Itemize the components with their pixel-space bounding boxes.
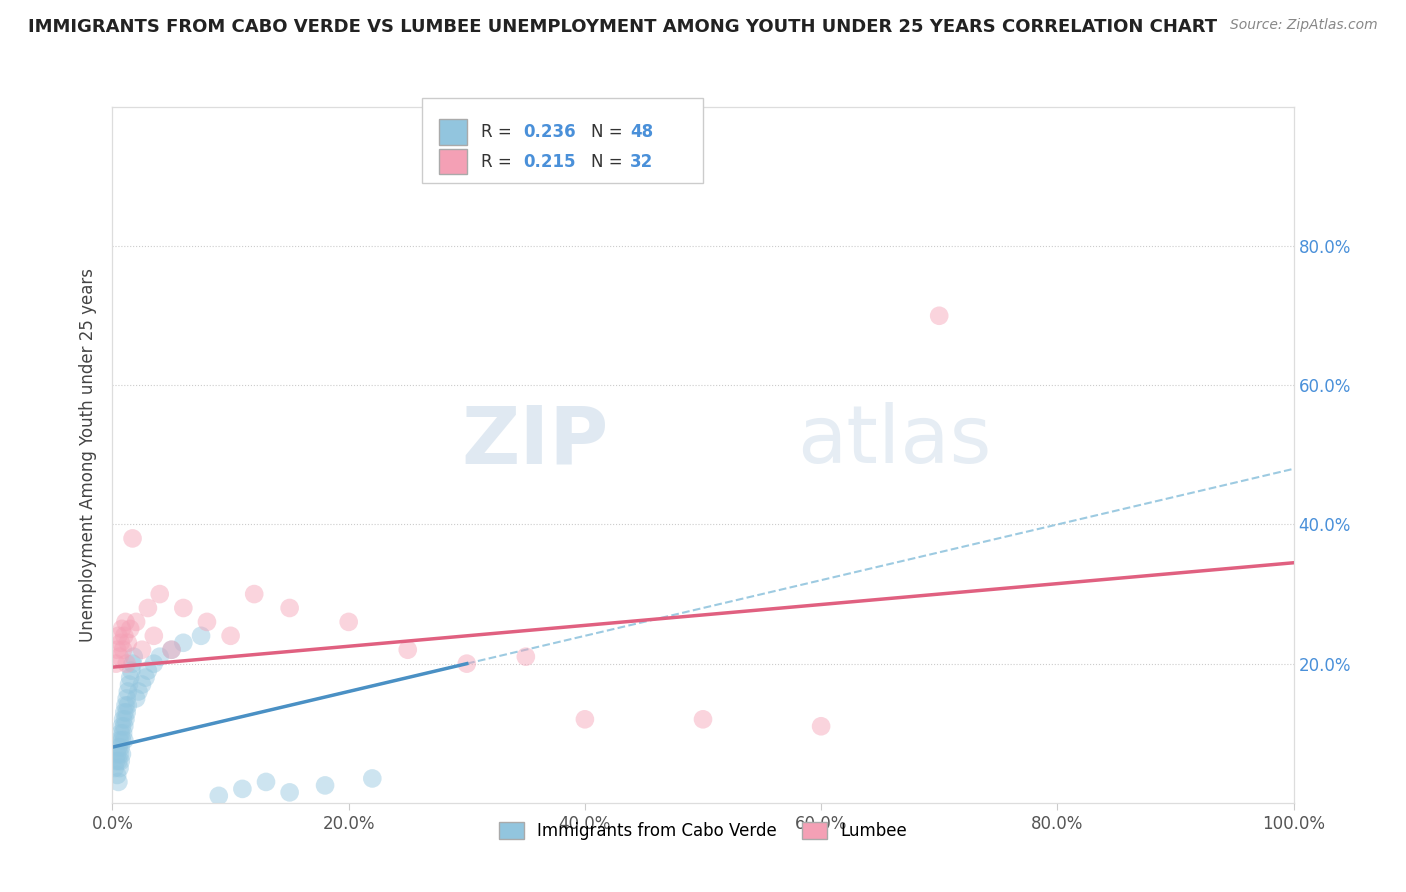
Text: R =: R = [481, 153, 522, 170]
Point [219, 629, 242, 643]
Point [115, 657, 138, 671]
Text: 48: 48 [630, 123, 652, 141]
Point [208, 789, 231, 803]
Text: R =: R = [481, 123, 522, 141]
Point [112, 719, 135, 733]
Point [104, 761, 127, 775]
Text: Source: ZipAtlas.com: Source: ZipAtlas.com [1230, 18, 1378, 32]
Point [231, 781, 253, 796]
Point [107, 775, 129, 789]
Point [396, 642, 419, 657]
Point [254, 775, 277, 789]
Text: 0.215: 0.215 [523, 153, 575, 170]
Point [574, 712, 596, 726]
Point [131, 677, 153, 691]
Point [190, 629, 212, 643]
FancyBboxPatch shape [439, 149, 467, 175]
Point [243, 587, 266, 601]
Point [337, 615, 360, 629]
Point [118, 677, 141, 691]
Point [112, 629, 135, 643]
Point [105, 747, 128, 761]
Point [122, 649, 145, 664]
Point [361, 772, 384, 786]
Point [692, 712, 714, 726]
Point [117, 684, 139, 698]
Point [105, 657, 128, 671]
Text: 0.236: 0.236 [523, 123, 575, 141]
Point [127, 684, 149, 698]
Point [111, 719, 134, 733]
Point [105, 754, 128, 768]
Text: N =: N = [591, 153, 627, 170]
Point [120, 622, 142, 636]
Point [110, 726, 132, 740]
Point [108, 747, 131, 761]
Point [111, 733, 134, 747]
FancyBboxPatch shape [439, 120, 467, 145]
Point [112, 726, 135, 740]
Point [110, 740, 132, 755]
Point [112, 706, 135, 720]
Point [121, 657, 143, 671]
Text: 32: 32 [630, 153, 654, 170]
Point [195, 615, 218, 629]
Point [142, 629, 165, 643]
Point [172, 601, 194, 615]
Point [108, 649, 131, 664]
Point [810, 719, 832, 733]
Point [160, 642, 183, 657]
Point [125, 615, 148, 629]
Point [112, 642, 135, 657]
Point [115, 706, 138, 720]
Point [107, 740, 129, 755]
Point [136, 664, 159, 678]
Text: atlas: atlas [797, 402, 991, 480]
Point [120, 664, 142, 678]
Point [110, 754, 132, 768]
Point [160, 642, 183, 657]
Point [114, 712, 136, 726]
Point [112, 712, 135, 726]
Point [136, 601, 159, 615]
Point [131, 642, 153, 657]
Point [456, 657, 478, 671]
Point [121, 532, 143, 546]
Point [928, 309, 950, 323]
FancyBboxPatch shape [422, 98, 703, 183]
Point [114, 615, 136, 629]
Point [112, 733, 135, 747]
Point [149, 587, 172, 601]
Point [117, 698, 139, 713]
Point [125, 691, 148, 706]
Point [142, 657, 165, 671]
Text: N =: N = [591, 123, 627, 141]
Point [120, 671, 142, 685]
Point [107, 754, 129, 768]
Point [117, 636, 139, 650]
Legend: Immigrants from Cabo Verde, Lumbee: Immigrants from Cabo Verde, Lumbee [492, 815, 914, 847]
Point [108, 733, 131, 747]
Point [278, 785, 301, 799]
Point [115, 691, 138, 706]
Point [515, 649, 537, 664]
Text: IMMIGRANTS FROM CABO VERDE VS LUMBEE UNEMPLOYMENT AMONG YOUTH UNDER 25 YEARS COR: IMMIGRANTS FROM CABO VERDE VS LUMBEE UNE… [28, 18, 1218, 36]
Point [314, 778, 336, 793]
Point [114, 698, 136, 713]
Point [105, 768, 128, 782]
Point [135, 671, 157, 685]
Point [149, 649, 172, 664]
Point [172, 636, 194, 650]
Text: ZIP: ZIP [461, 402, 609, 480]
Point [278, 601, 301, 615]
Point [105, 642, 128, 657]
Point [111, 622, 134, 636]
Point [110, 636, 132, 650]
Point [107, 629, 129, 643]
Point [108, 761, 131, 775]
Y-axis label: Unemployment Among Youth under 25 years: Unemployment Among Youth under 25 years [79, 268, 97, 642]
Point [111, 747, 134, 761]
